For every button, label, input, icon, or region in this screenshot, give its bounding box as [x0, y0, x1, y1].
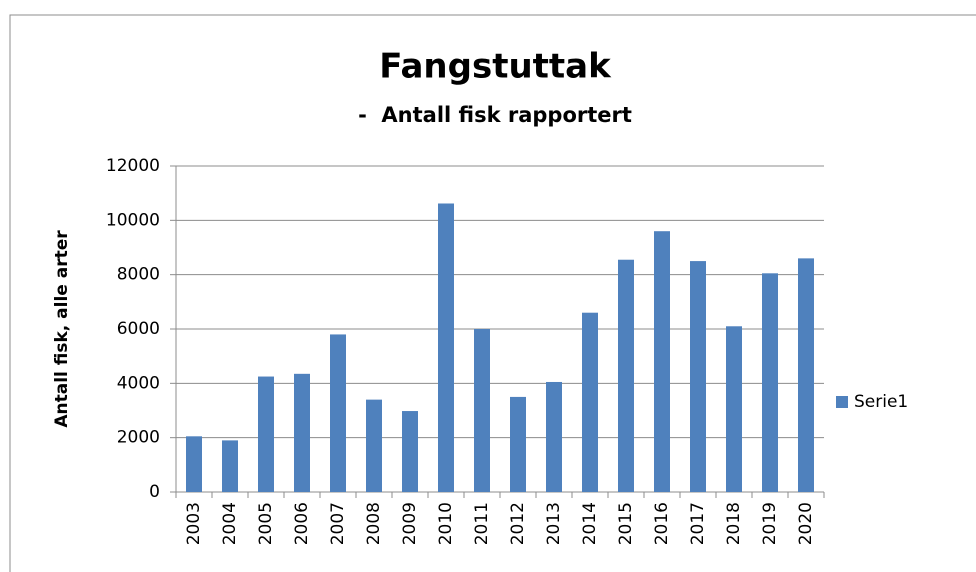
x-tick-label: 2018	[724, 502, 744, 545]
bar	[294, 373, 310, 492]
y-tick-label: 12000	[106, 156, 160, 176]
y-tick-label: 4000	[117, 373, 160, 393]
x-tick-label: 2010	[436, 502, 456, 545]
bar	[798, 258, 814, 492]
bar	[222, 440, 238, 492]
chart-frame	[9, 14, 976, 572]
y-tick-label: 0	[149, 482, 160, 502]
x-tick-label: 2017	[688, 502, 708, 545]
x-tick-label: 2011	[472, 502, 492, 545]
bar	[402, 411, 418, 492]
bar	[582, 312, 598, 492]
bar	[546, 381, 562, 492]
legend-swatch	[836, 396, 848, 408]
bar	[366, 399, 382, 492]
x-tick-label: 2006	[292, 502, 312, 545]
x-tick-label: 2005	[256, 502, 276, 545]
bar	[726, 326, 742, 492]
x-tick-label: 2020	[796, 502, 816, 545]
chart-title: Fangstuttak	[379, 47, 612, 87]
x-tick-label: 2008	[364, 502, 384, 545]
chart-subtitle: - Antall fisk rapportert	[358, 103, 632, 127]
y-tick-label: 8000	[117, 265, 160, 285]
bar	[618, 259, 634, 492]
y-tick-label: 2000	[117, 428, 160, 448]
x-tick-label: 2019	[760, 502, 780, 545]
x-tick-label: 2013	[544, 502, 564, 545]
x-tick-label: 2012	[508, 502, 528, 545]
bar	[762, 273, 778, 492]
y-tick-label: 10000	[106, 210, 160, 230]
x-tick-label: 2016	[652, 502, 672, 545]
bar	[510, 396, 526, 492]
bar	[690, 261, 706, 492]
legend-label: Serie1	[854, 392, 908, 412]
x-tick-label: 2014	[580, 502, 600, 545]
bar	[474, 329, 490, 492]
y-axis-label: Antall fisk, alle arter	[52, 230, 72, 428]
bar	[258, 376, 274, 492]
x-tick-label: 2009	[400, 502, 420, 545]
x-tick-label: 2007	[328, 502, 348, 545]
bar	[186, 436, 202, 492]
bar	[654, 231, 670, 492]
x-tick-label: 2015	[616, 502, 636, 545]
y-tick-label: 6000	[117, 319, 160, 339]
x-tick-label: 2004	[220, 502, 240, 545]
bar	[330, 334, 346, 492]
x-tick-label: 2003	[184, 502, 204, 545]
bar	[438, 203, 454, 493]
